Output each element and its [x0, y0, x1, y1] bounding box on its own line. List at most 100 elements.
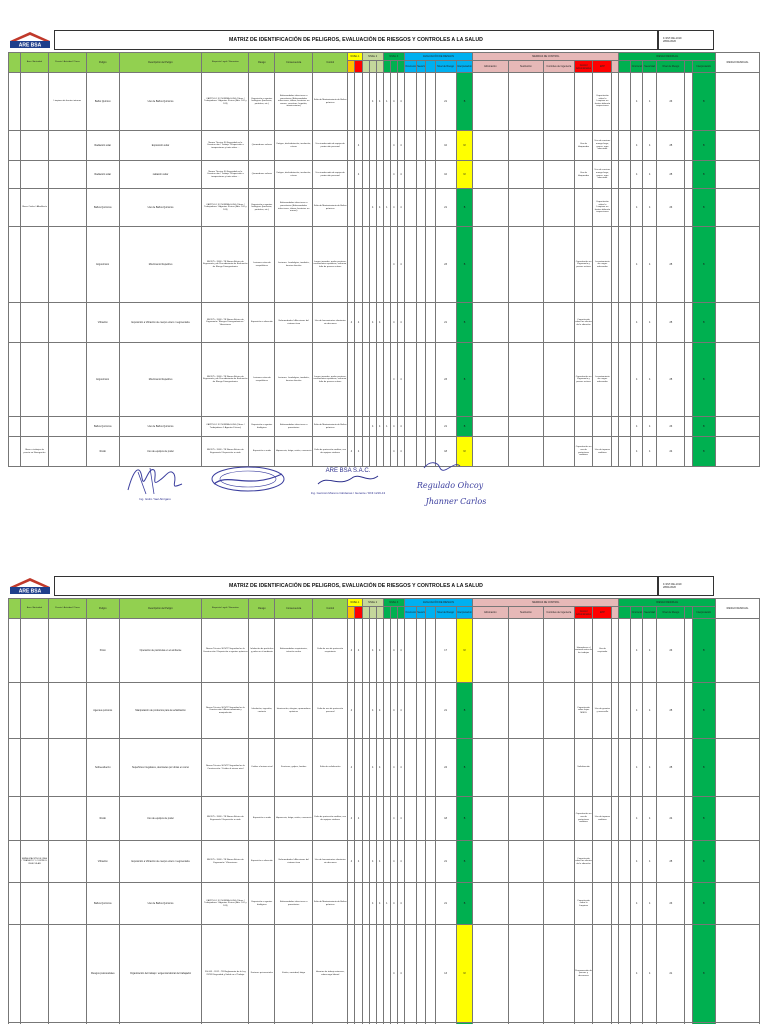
cell-risk-score: 17 — [434, 618, 457, 683]
cell-ocurrencia — [403, 188, 417, 227]
header-level-cell — [396, 60, 405, 73]
cell-puesto — [48, 924, 87, 1023]
cell-severidad-2 — [425, 302, 436, 343]
cell-rr-level: B — [691, 302, 717, 343]
cell-rr-ocurrencia: 4 — [630, 302, 644, 343]
header-blank — [611, 60, 620, 73]
cell-level-value: 4 — [354, 130, 363, 161]
cell-final — [715, 618, 760, 683]
cell-severidad-2 — [425, 188, 436, 227]
header-rr-ocurrencia: Ocurrencia — [630, 60, 644, 73]
header-puesto: Puesto / Actividad / Tarea — [48, 598, 87, 619]
cell-epp: Levantamiento de cargas adecuadas — [592, 342, 613, 417]
cell-sustitucion — [507, 130, 545, 161]
cell-rr-blank — [618, 160, 632, 189]
cell-control-admin: Uso de calzado — [573, 1022, 594, 1024]
cell-area — [19, 416, 50, 437]
cell-level-value — [354, 226, 363, 303]
company-logo: ARE BSA — [8, 576, 52, 596]
cell-level-value — [361, 924, 370, 1023]
cell-level-value: 1 — [382, 72, 391, 131]
header-severidad: Severidad — [415, 60, 427, 73]
cell-rr-severidad: 4 — [642, 226, 658, 303]
cell-rr-blank — [618, 1022, 632, 1024]
cell-requisito: RM 375 - 2008 - TR Norma Básica de Ergon… — [201, 436, 250, 467]
cell-level-value: 4 — [368, 738, 377, 797]
cell-epp — [592, 302, 613, 343]
cell-rr-blank-2 — [684, 682, 693, 739]
cell-final — [715, 738, 760, 797]
cell-rr-ocurrencia: 4 — [630, 882, 644, 925]
cell-final — [715, 796, 760, 841]
header-severidad-2 — [425, 60, 436, 73]
cell-control: Largas jornadas, malas posturas, movimie… — [312, 342, 349, 417]
cell-level-value: 4 — [389, 342, 398, 417]
cell-severidad — [415, 302, 427, 343]
cell-severidad — [415, 226, 427, 303]
cell-control-admin: Capacitación en Ergonomía y pausas activ… — [573, 342, 594, 417]
cell-puesto — [48, 416, 87, 437]
header-nivel-riesgo: Nivel de Riesgo — [434, 60, 457, 73]
header-level-cell — [389, 60, 398, 73]
cell-level-value: 4 — [396, 160, 405, 189]
cell-rr-blank-2 — [684, 72, 693, 131]
cell-control-admin: Uso de bloqueador — [573, 130, 594, 161]
cell-rr-level: B — [691, 738, 717, 797]
cell-sustitucion — [507, 682, 545, 739]
cell-level-value: 4 — [368, 618, 377, 683]
cell-level-value: 4 — [354, 302, 363, 343]
cell-rr-level: B — [691, 188, 717, 227]
cell-consecuencia: Enfermedades / Afecciones del sistema ós… — [274, 302, 314, 343]
cell-rr-score: 25 — [656, 342, 686, 417]
cell-level-value: 4 — [389, 160, 398, 189]
cell-rr-ocurrencia: 4 — [630, 188, 644, 227]
row-index — [8, 924, 21, 1023]
cell-control: Falta de Mantenimiento de Baños químicos — [312, 188, 349, 227]
cell-puesto — [48, 130, 87, 161]
cell-rr-score: 21 — [656, 924, 686, 1023]
cell-riesgo: Exposición a agentes biológicos (bacteri… — [248, 188, 276, 227]
cell-rr-blank-2 — [684, 226, 693, 303]
cell-descripcion: Uso de Baños Químicos — [118, 188, 203, 227]
header-nivel1: NIVEL 1 — [347, 598, 363, 607]
cell-consecuencia: Fatigas, deshidratación, insolación, cán… — [274, 130, 314, 161]
header-rr-severidad: Severidad — [642, 606, 658, 619]
cell-epp: Uso de camisas manga larga, gorros, ropa… — [592, 160, 613, 189]
table-row: Limpieza de frentes internos Bañio Químic… — [8, 72, 760, 131]
cell-puesto — [48, 342, 87, 417]
cell-requisito: RM 375 - 2008 - TR Norma Básica de Ergon… — [201, 840, 250, 883]
cell-area: SEÑALIZACIÓN DE VÍAS / TRÁNSITO Y CONTRO… — [19, 840, 50, 883]
cell-blank — [611, 72, 620, 131]
cell-level-value: 4 — [354, 796, 363, 841]
svg-text:Regulado Ohcoy: Regulado Ohcoy — [416, 481, 484, 490]
header-eliminacion: Eliminación — [472, 606, 509, 619]
header-area: Área / Actividad — [19, 52, 50, 73]
cell-epp — [592, 738, 613, 797]
cell-puesto — [48, 160, 87, 189]
cell-rr-level: B — [691, 72, 717, 131]
cell-final — [715, 302, 760, 343]
cell-ingenieria — [543, 226, 575, 303]
header-nivel2: NIVEL 2 — [361, 52, 384, 61]
header-interpretacion: Interpretación — [455, 606, 474, 619]
cell-consecuencia: Enfermedades infecciosas o parasitarias — [274, 416, 314, 437]
header-level-cell — [361, 60, 370, 73]
cell-blank — [611, 1022, 620, 1024]
cell-level-value: 4 — [396, 882, 405, 925]
cell-final — [715, 226, 760, 303]
header-sustitucion: Sustitución — [507, 606, 545, 619]
cell-level-value: 4 — [375, 416, 384, 437]
cell-peligro: Vibración — [85, 302, 120, 343]
table-row: Ergonómico Movimiento Repetitivo RM 375 - … — [8, 342, 760, 417]
cell-level-value — [347, 226, 356, 303]
cell-control-admin: Programación de pausas y descansos — [573, 924, 594, 1023]
document-code: F-SST-RE-1019 — [663, 582, 682, 586]
cell-area — [19, 924, 50, 1023]
signature-3: ARE BSA S.A.C. Ing. Germán Moreno Cárden… — [308, 462, 388, 508]
cell-rr-severidad: 4 — [642, 682, 658, 739]
cell-level-value: 4 — [368, 682, 377, 739]
document-code-box: F-SST-RE-1019 28/01/2020 — [658, 576, 714, 596]
header-level-cell — [354, 606, 363, 619]
cell-eliminacion — [472, 682, 509, 739]
cell-consecuencia: Hipoacusia, fatiga, estrés, cansancio — [274, 796, 314, 841]
